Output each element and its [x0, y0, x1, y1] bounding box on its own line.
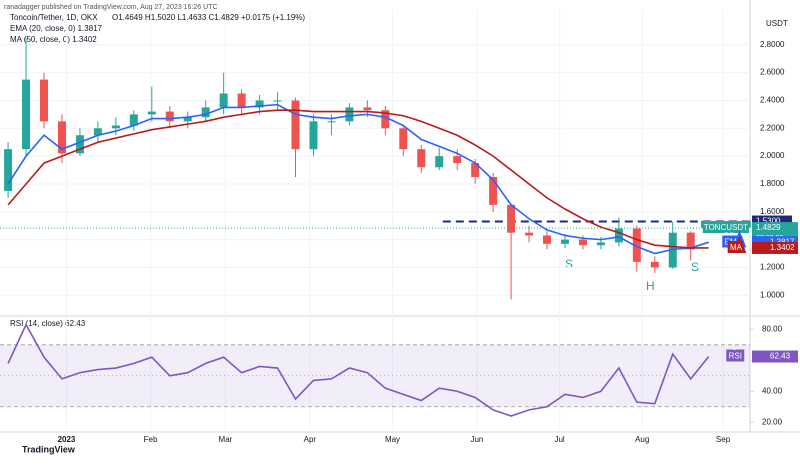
candle-body: [129, 114, 138, 126]
candle-body: [489, 177, 498, 205]
candle-body: [417, 149, 426, 168]
candle-body: [453, 156, 462, 164]
x-tick-label: Mar: [219, 435, 233, 444]
resistance-label: 1.5300: [756, 217, 781, 226]
y-tick-label: 1.8000: [760, 179, 785, 188]
candle-body: [219, 93, 228, 108]
x-tick-label: Jul: [554, 435, 564, 444]
y-tick-label: 2.2000: [760, 123, 785, 132]
ema-legend: EMA (20, close, 0) 1.3817: [10, 24, 103, 33]
candle-body: [22, 79, 31, 150]
candle-body: [650, 261, 659, 268]
price-tag: [752, 241, 798, 254]
candle-body: [614, 228, 623, 243]
candle-body: [345, 107, 354, 122]
rsi-tick-label: 80.00: [762, 324, 783, 333]
publisher: ranadagger published on TradingView.com,…: [4, 4, 218, 11]
y-tick-label: 2.8000: [760, 40, 785, 49]
x-tick-label: Feb: [144, 435, 158, 444]
y-tick-label: 2.0000: [760, 151, 785, 160]
candle-body: [165, 111, 174, 122]
candle-body: [525, 232, 534, 236]
footer-logo: TradingView: [22, 444, 76, 454]
candle-body: [111, 125, 120, 129]
price-tag-value: 1.3817: [770, 237, 795, 246]
candle-body: [75, 135, 84, 154]
currency: USDT: [766, 19, 788, 28]
candle-body: [291, 100, 300, 150]
x-tick-label: Apr: [304, 435, 317, 444]
candle-body: [273, 100, 282, 102]
candle-body: [363, 107, 372, 111]
x-tick-label: Sep: [716, 435, 731, 444]
candle-body: [40, 79, 49, 122]
price-tag-name: EMA: [725, 237, 743, 246]
y-tick-label: 1.0000: [760, 290, 785, 299]
rsi-line: [7, 322, 710, 417]
x-tick-label: 2023: [58, 435, 76, 444]
candle-body: [309, 121, 318, 150]
candle-body: [632, 228, 641, 262]
y-tick-label: 2.6000: [760, 68, 785, 77]
x-tick-label: Jun: [470, 435, 483, 444]
candle-body: [435, 156, 444, 168]
candle-body: [4, 149, 13, 191]
x-tick-label: May: [385, 435, 400, 444]
candle-body: [93, 128, 102, 136]
y-tick-label: 1.6000: [760, 207, 785, 216]
indicator-line: [7, 103, 709, 255]
price-tag-value: 1.3402: [770, 243, 795, 252]
y-tick-label: 2.4000: [760, 96, 785, 105]
x-tick-label: Aug: [635, 435, 649, 444]
last-price-value: 1.4829: [756, 223, 781, 232]
candle-body: [596, 242, 605, 246]
annotation: H: [646, 279, 655, 293]
price-tag: [752, 350, 798, 363]
price-tag-name: MA: [730, 243, 743, 252]
rsi-tick-label: 20.00: [762, 417, 783, 426]
candle-body: [201, 107, 210, 118]
candle-body: [704, 228, 713, 231]
ma-legend: MA (50, close, 0) 1.3402: [10, 35, 97, 44]
candle-body: [183, 117, 192, 122]
candle-body: [381, 110, 390, 129]
rsi-legend: RSI (14, close) 62.43: [10, 319, 86, 328]
ohlc: O1.4649 H1.5020 L1.4633 C1.4829 +0.0175 …: [112, 13, 305, 22]
candle-body: [471, 163, 480, 178]
y-tick-label: 1.2000: [760, 263, 785, 272]
candle-body: [543, 235, 552, 244]
candle-body: [237, 93, 246, 108]
symbol-title: Toncoin/Tether, 1D, OKX: [10, 13, 98, 22]
candle-body: [255, 100, 264, 108]
price-tag-value: 62.43: [770, 352, 791, 361]
symbol-tag: TONCUSDT: [704, 223, 748, 232]
candle-body: [57, 121, 66, 154]
candle-body: [560, 239, 569, 244]
rsi-tick-label: 40.00: [762, 386, 783, 395]
candle-body: [147, 111, 156, 115]
candle-body: [578, 239, 587, 246]
candle-body: [507, 204, 516, 233]
candle-body: [399, 128, 408, 150]
candle-body: [686, 232, 695, 250]
indicator-line: [7, 109, 709, 249]
candle-body: [327, 121, 336, 123]
annotation: S: [565, 257, 573, 271]
price-tag-name: RSI: [729, 352, 742, 361]
